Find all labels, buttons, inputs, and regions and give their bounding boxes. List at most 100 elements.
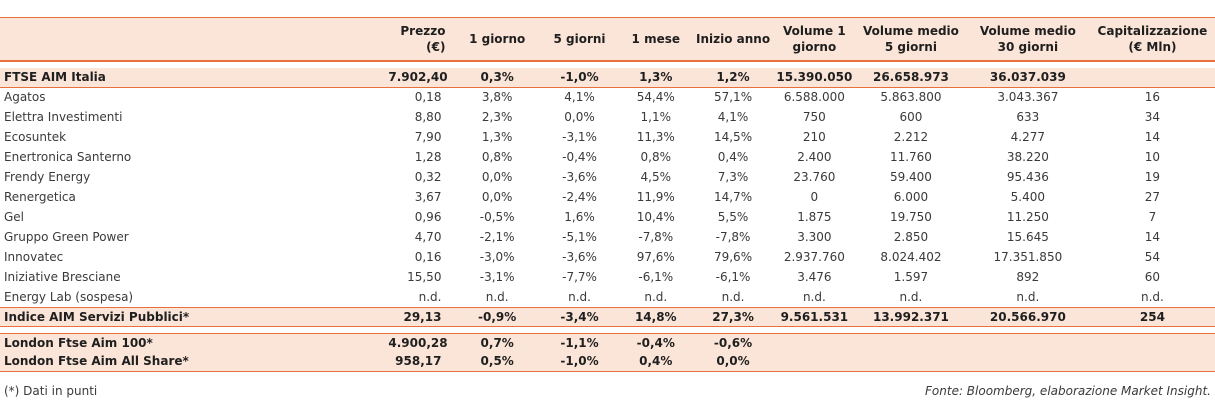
table-header: Prezzo (€) 1 giorno 5 giorni 1 mese Inizi…	[0, 18, 1215, 61]
cell-volume-1: 3.300	[797, 230, 832, 244]
cell-capitalizzazione: 54	[1144, 250, 1161, 264]
cell-prezzo: n.d.	[418, 289, 442, 304]
cell-5-giorni: -1,0%	[540, 68, 619, 88]
cell-prezzo: 0,16	[414, 250, 442, 264]
cell-capitalizzazione	[1089, 68, 1215, 88]
cell-volume-30: 892	[1016, 270, 1040, 284]
cell-5-giorni: -3,6%	[562, 250, 597, 264]
cell-volume-30: 11.250	[1006, 210, 1049, 224]
cell-inizio-anno: -7,8%	[715, 230, 751, 244]
empty-cells	[772, 332, 1215, 352]
cell-inizio-anno: 14,7%	[713, 190, 753, 204]
table-footer: (*) Dati in punti Fonte: Bloomberg, elab…	[0, 384, 1215, 402]
cell-1-mese: 0,4%	[618, 352, 694, 372]
cell-prezzo: 4,70	[414, 230, 442, 244]
cell-1-giorno: -0,5%	[479, 210, 515, 224]
top-rule	[0, 17, 1215, 19]
row-name: Gruppo Green Power	[4, 230, 129, 244]
cell-inizio-anno: 0,0%	[693, 352, 773, 372]
cell-volume-1: 15.390.050	[772, 68, 857, 88]
cell-1-giorno: 2,3%	[481, 110, 513, 124]
header-inizio-anno: Inizio anno	[696, 32, 771, 46]
row-name: London Ftse Aim All Share*	[0, 352, 389, 372]
cell-prezzo: 0,96	[414, 210, 442, 224]
cell-5-giorni: -1,0%	[540, 352, 619, 372]
cell-volume-30: 633	[1016, 110, 1040, 124]
header-volume-1-giorno: Volume 1 giorno	[783, 24, 846, 54]
cell-prezzo: 29,13	[388, 306, 454, 327]
cell-1-giorno: 0,0%	[481, 170, 513, 184]
cell-1-mese: 11,9%	[636, 190, 675, 204]
cell-inizio-anno: 27,3%	[693, 306, 773, 327]
cell-5-giorni: -0,4%	[562, 150, 597, 164]
cell-volume-1: 2.400	[797, 150, 832, 164]
cell-1-mese: 1,3%	[618, 68, 694, 88]
cell-capitalizzazione: 10	[1144, 150, 1161, 164]
cell-volume-5: 59.400	[889, 170, 932, 184]
cell-volume-30: 38.220	[1006, 150, 1049, 164]
index-row-london-ftse-aim-all-share: London Ftse Aim All Share* 958,17 0,5% -…	[0, 352, 1215, 372]
cell-volume-1: 6.588.000	[783, 90, 845, 105]
table-row: Iniziative Bresciane 15,50 -3,1% -7,7% -6,1%…	[0, 267, 1215, 287]
table-row: Elettra Investimenti 8,80 2,3% 0,0% 1,1% 4,1%…	[0, 107, 1215, 127]
cell-1-mese: 1,1%	[640, 110, 672, 124]
cell-volume-1: 750	[802, 110, 826, 124]
cell-capitalizzazione: 60	[1144, 270, 1161, 284]
header-1-mese: 1 mese	[631, 32, 680, 46]
cell-prezzo: 3,67	[414, 190, 442, 204]
cell-volume-30: 15.645	[1006, 230, 1049, 244]
cell-volume-5: 13.992.371	[856, 306, 966, 327]
cell-volume-1: 3.476	[797, 270, 832, 284]
cell-1-giorno: 0,0%	[481, 190, 513, 204]
cell-5-giorni: n.d.	[568, 289, 591, 304]
cell-inizio-anno: 7,3%	[717, 170, 749, 184]
row-name: Frendy Energy	[4, 170, 91, 184]
cell-1-giorno: -3,0%	[479, 250, 515, 264]
table-row: Renergetica 3,67 0,0% -2,4% 11,9% 14,7% 0 6.000…	[0, 187, 1215, 207]
row-name: Elettra Investimenti	[4, 110, 123, 124]
index-row-london-ftse-aim-100: London Ftse Aim 100* 4.900,28 0,7% -1,1%…	[0, 332, 1215, 352]
row-name: Enertronica Santerno	[4, 150, 132, 164]
cell-capitalizzazione: n.d.	[1141, 289, 1164, 304]
cell-5-giorni: -1,1%	[540, 332, 619, 352]
cell-volume-5: 1.597	[893, 270, 929, 284]
cell-1-mese: -6,1%	[638, 270, 674, 284]
cell-1-mese: -7,8%	[638, 230, 674, 244]
cell-volume-30: n.d.	[1016, 289, 1040, 304]
cell-volume-30: 20.566.970	[965, 306, 1090, 327]
cell-5-giorni: 1,6%	[564, 210, 595, 224]
cell-1-giorno: 0,3%	[453, 68, 541, 88]
cell-inizio-anno: 4,1%	[717, 110, 749, 124]
cell-volume-30: 95.436	[1006, 170, 1049, 184]
cell-1-mese: 11,3%	[636, 130, 675, 144]
cell-inizio-anno: 0,4%	[717, 150, 749, 164]
cell-volume-30: 36.037.039	[965, 68, 1090, 88]
cell-1-mese: 14,8%	[618, 306, 694, 327]
cell-capitalizzazione: 16	[1144, 90, 1161, 105]
cell-5-giorni: -5,1%	[562, 230, 597, 244]
cell-inizio-anno: -0,6%	[693, 332, 773, 352]
cell-1-giorno: 0,7%	[453, 332, 541, 352]
cell-1-giorno: 0,8%	[481, 150, 513, 164]
table-row: Enertronica Santerno 1,28 0,8% -0,4% 0,8% 0,4…	[0, 147, 1215, 167]
cell-capitalizzazione: 254	[1089, 306, 1215, 327]
cell-prezzo: 1,28	[414, 150, 442, 164]
cell-volume-30: 4.277	[1010, 130, 1046, 144]
cell-volume-5: 5.863.800	[880, 90, 942, 105]
cell-volume-30: 3.043.367	[997, 90, 1059, 105]
cell-1-mese: -0,4%	[618, 332, 694, 352]
table-row: Innovatec 0,16 -3,0% -3,6% 97,6% 79,6% 2.937.7…	[0, 247, 1215, 267]
cell-1-mese: 4,5%	[640, 170, 672, 184]
cell-1-mese: 97,6%	[636, 250, 675, 264]
cell-inizio-anno: 1,2%	[693, 68, 773, 88]
cell-1-giorno: n.d.	[485, 289, 509, 304]
cell-capitalizzazione: 7	[1148, 210, 1157, 224]
header-5-giorni: 5 giorni	[553, 32, 606, 46]
cell-prezzo: 0,32	[414, 170, 442, 184]
source-note: Fonte: Bloomberg, elaborazione Market In…	[925, 384, 1211, 398]
cell-5-giorni: -3,4%	[540, 306, 619, 327]
cell-volume-5: 2.212	[893, 130, 929, 144]
cell-5-giorni: 4,1%	[564, 90, 595, 105]
cell-1-giorno: 0,5%	[453, 352, 541, 372]
